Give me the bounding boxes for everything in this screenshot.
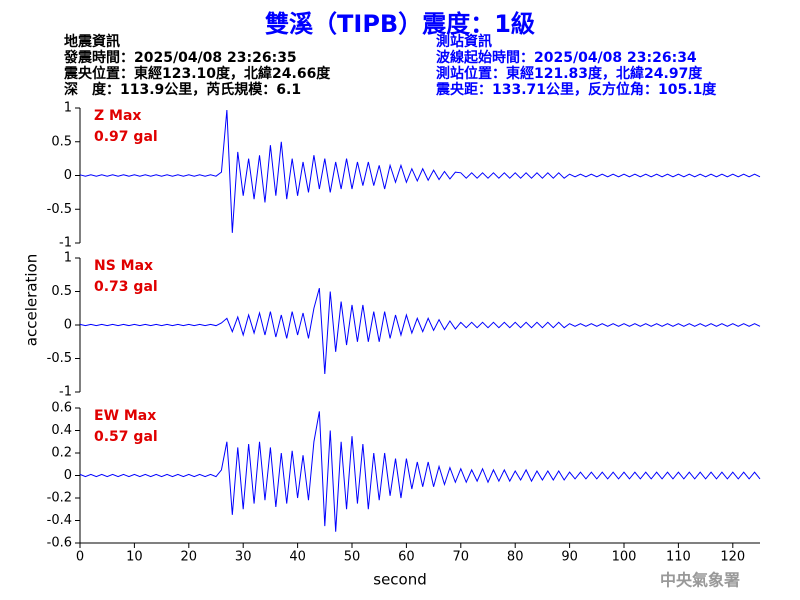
footer: 中央氣象署 [660,571,740,590]
info-line: 波線起始時間：2025/04/08 23:26:34 [436,50,697,66]
y-tick-label: -1 [59,236,72,251]
x-tick-label: 10 [126,550,143,565]
x-tick-label: 30 [235,550,252,565]
info-line: 震央位置：東經123.10度，北緯24.66度 [64,66,331,82]
y-tick-label: 0.5 [51,284,72,299]
max-value: 0.97 gal [94,129,158,145]
y-tick-label: 0 [64,468,72,483]
x-tick-label: 70 [453,550,470,565]
x-tick-label: 0 [76,550,84,565]
max-value: 0.57 gal [94,429,158,445]
info-line: 發震時間：2025/04/08 23:26:35 [64,50,297,66]
waveform [79,411,761,532]
y-axis-label: acceleration [23,254,41,346]
y-tick-label: 0 [64,168,72,183]
y-tick-label: 1 [64,251,72,266]
title: 雙溪（TIPB）震度：1級 [265,10,535,38]
x-tick-label: 20 [181,550,198,565]
x-tick-label: 120 [720,550,745,565]
y-tick-label: -0.6 [47,536,72,551]
component-label: Z Max [94,108,141,124]
y-tick-label: 0.5 [51,134,72,149]
x-tick-label: 50 [344,550,361,565]
x-tick-label: 90 [561,550,578,565]
y-tick-label: 0.4 [51,423,72,438]
earthquake-info: 地震資訊 發震時間：2025/04/08 23:26:35 震央位置：東經123… [64,34,330,98]
y-tick-label: 1 [64,101,72,116]
y-tick-label: -0.5 [47,202,72,217]
max-value: 0.73 gal [94,279,158,295]
x-tick-label: 110 [666,550,691,565]
y-tick-label: -0.2 [47,491,72,506]
component-label: NS Max [94,258,153,274]
y-tick-label: -0.4 [47,513,72,528]
info-line: 震央距：133.71公里，反方位角：105.1度 [436,82,717,98]
y-tick-label: -1 [59,385,72,400]
info-line: 測站位置：東經121.83度，北緯24.97度 [436,66,703,82]
y-tick-label: 0.6 [51,401,72,416]
x-tick-label: 40 [289,550,306,565]
info-heading: 測站資訊 [436,34,492,50]
info-heading: 地震資訊 [64,34,120,50]
x-tick-label: 60 [398,550,415,565]
x-tick-label: 80 [507,550,524,565]
x-tick-label: 100 [612,550,637,565]
y-tick-label: 0.2 [51,446,72,461]
waveform [79,288,761,374]
x-axis-label: second [373,571,427,589]
station-info: 測站資訊 波線起始時間：2025/04/08 23:26:34 測站位置：東經1… [436,34,716,98]
waveform [79,109,761,233]
info-line: 深 度：113.9公里，芮氏規模：6.1 [64,82,302,98]
y-tick-label: 0 [64,318,72,333]
y-tick-label: -0.5 [47,351,72,366]
component-label: EW Max [94,408,156,424]
